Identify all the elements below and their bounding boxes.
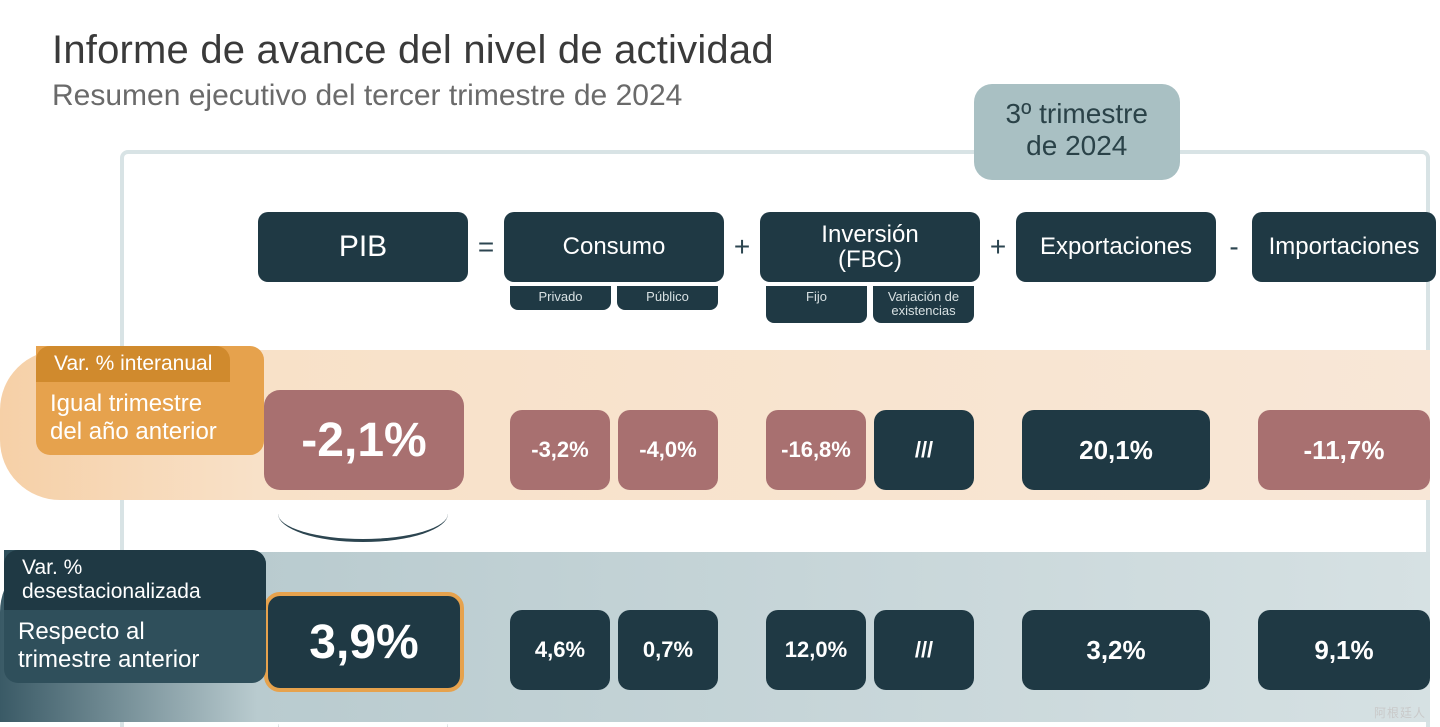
export-r2: 3,2% bbox=[1022, 610, 1210, 690]
quarter-badge-line1: 3º trimestre bbox=[1006, 98, 1148, 130]
consumo-sub-publico: Público bbox=[617, 286, 718, 310]
header-import: Importaciones bbox=[1252, 212, 1436, 282]
col-import: Importaciones -11,7% 9,1% bbox=[1252, 212, 1436, 727]
inversion-sub-varex: Variación de existencias bbox=[873, 286, 974, 323]
header-pib: PIB bbox=[258, 212, 468, 282]
col-pib: PIB -2,1% 3,9% bbox=[258, 212, 468, 727]
op-minus: - bbox=[1216, 212, 1252, 727]
import-r2: 9,1% bbox=[1258, 610, 1430, 690]
row2-sub-l2: trimestre anterior bbox=[18, 646, 252, 674]
header-export: Exportaciones bbox=[1016, 212, 1216, 282]
arc-r1 bbox=[278, 512, 448, 542]
plus-sign-2: + bbox=[980, 212, 1016, 282]
col-consumo: Consumo Privado Público -3,2% -4,0% 4,6%… bbox=[504, 212, 724, 727]
col-inversion: Inversión (FBC) Fijo Variación de existe… bbox=[760, 212, 980, 727]
import-r1: -11,7% bbox=[1258, 410, 1430, 490]
consumo-pub-r2: 0,7% bbox=[618, 610, 718, 690]
inversion-varex-r1: /// bbox=[874, 410, 974, 490]
pib-r1: -2,1% bbox=[264, 390, 464, 490]
plus-sign-1: + bbox=[724, 212, 760, 282]
watermark: 阿根廷人 bbox=[1374, 704, 1426, 721]
header-inversion: Inversión (FBC) bbox=[760, 212, 980, 282]
row1-tag: Var. % interanual bbox=[36, 346, 230, 382]
col-export: Exportaciones 20,1% 3,2% bbox=[1016, 212, 1216, 727]
row2-sub-l1: Respecto al bbox=[18, 618, 252, 646]
row-label-interanual: Var. % interanual Igual trimestre del añ… bbox=[36, 346, 264, 455]
report-title: Informe de avance del nivel de actividad bbox=[52, 28, 1400, 73]
consumo-priv-r1: -3,2% bbox=[510, 410, 610, 490]
row-label-desest: Var. % desestacionalizada Respecto al tr… bbox=[4, 550, 266, 683]
quarter-badge-line2: de 2024 bbox=[1006, 130, 1148, 162]
header-inversion-l2: (FBC) bbox=[838, 247, 902, 272]
row2-tag: Var. % desestacionalizada bbox=[4, 550, 266, 610]
report-subtitle: Resumen ejecutivo del tercer trimestre d… bbox=[52, 79, 1400, 113]
op-eq: = bbox=[468, 212, 504, 727]
page: Informe de avance del nivel de actividad… bbox=[0, 0, 1440, 727]
export-r1: 20,1% bbox=[1022, 410, 1210, 490]
header-inversion-l1: Inversión bbox=[821, 222, 918, 247]
inversion-fijo-r1: -16,8% bbox=[766, 410, 866, 490]
row1-sub-l1: Igual trimestre bbox=[50, 390, 250, 418]
inversion-sub-fijo: Fijo bbox=[766, 286, 867, 323]
consumo-sub-privado: Privado bbox=[510, 286, 611, 310]
quarter-badge: 3º trimestre de 2024 bbox=[974, 84, 1180, 180]
arc-r2 bbox=[278, 722, 448, 727]
consumo-pub-r1: -4,0% bbox=[618, 410, 718, 490]
minus-sign: - bbox=[1216, 212, 1252, 282]
header-consumo: Consumo bbox=[504, 212, 724, 282]
inversion-fijo-r2: 12,0% bbox=[766, 610, 866, 690]
row1-sub-l2: del año anterior bbox=[50, 418, 250, 446]
op-plus-2: + bbox=[980, 212, 1016, 727]
pib-r2: 3,9% bbox=[264, 592, 464, 692]
consumo-priv-r2: 4,6% bbox=[510, 610, 610, 690]
op-plus-1: + bbox=[724, 212, 760, 727]
inversion-varex-r2: /// bbox=[874, 610, 974, 690]
equals-sign: = bbox=[468, 212, 504, 282]
